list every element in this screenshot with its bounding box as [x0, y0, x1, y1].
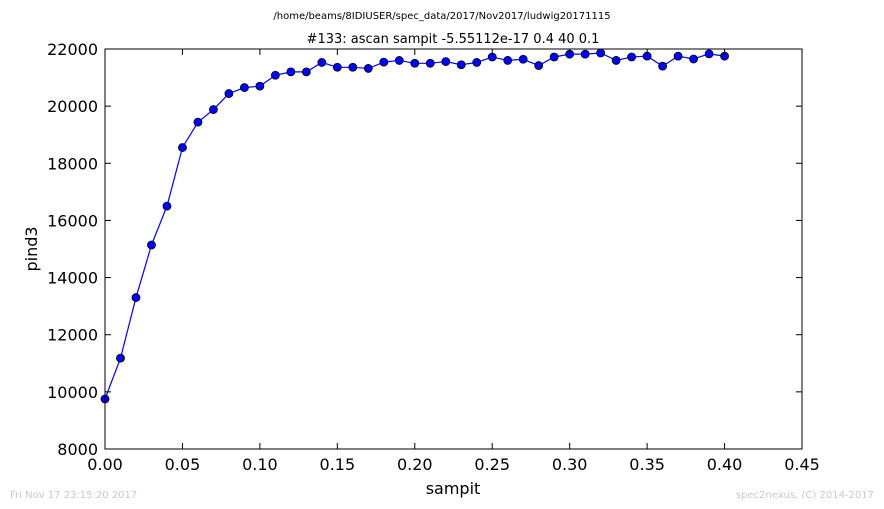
file-path-suptitle: /home/beams/8IDIUSER/spec_data/2017/Nov2… — [273, 11, 610, 22]
timestamp-footer: Fri Nov 17 23:15:20 2017 — [10, 490, 137, 501]
data-point — [317, 58, 327, 67]
data-point — [627, 52, 637, 62]
y-tick-label: 20000 — [47, 97, 98, 116]
data-point — [596, 48, 606, 58]
data-point — [239, 83, 249, 92]
x-tick-label: 0.40 — [707, 455, 743, 474]
data-point — [270, 70, 280, 80]
data-point — [658, 61, 667, 71]
data-point — [379, 57, 389, 67]
y-tick-label: 12000 — [47, 326, 98, 345]
data-point — [456, 60, 466, 70]
data-point — [286, 67, 296, 77]
y-tick-label: 22000 — [47, 40, 98, 59]
data-point — [673, 51, 683, 61]
x-tick-label: 0.05 — [165, 455, 201, 474]
copyright-footer: spec2nexus, (C) 2014-2017 — [736, 490, 874, 501]
x-axis-label: sampit — [426, 479, 481, 498]
y-tick-label: 8000 — [57, 440, 98, 459]
data-point — [441, 57, 451, 66]
data-point — [162, 201, 172, 211]
y-tick-label: 16000 — [47, 211, 98, 230]
data-point — [193, 117, 203, 127]
data-point — [394, 56, 404, 65]
data-point — [689, 54, 698, 64]
data-point — [410, 58, 420, 68]
data-point — [425, 58, 435, 68]
y-tick-label: 14000 — [47, 269, 98, 288]
data-point — [503, 56, 513, 65]
x-tick-label: 0.10 — [242, 455, 278, 474]
x-tick-label: 0.30 — [552, 455, 588, 474]
data-point — [549, 52, 559, 62]
y-tick-label: 18000 — [47, 154, 98, 173]
data-point — [301, 67, 311, 77]
data-point — [348, 62, 358, 72]
plot-frame — [104, 48, 803, 450]
data-point — [472, 58, 482, 67]
data-point — [332, 62, 342, 72]
y-axis-ticks: 8000 10000 12000 14000 16000 18000 20000 22000 — [47, 40, 802, 459]
data-point — [209, 105, 218, 114]
data-point — [178, 143, 187, 152]
data-point — [534, 61, 544, 70]
data-point — [224, 89, 234, 98]
y-axis-label: pind3 — [22, 226, 41, 271]
data-point — [580, 49, 590, 59]
x-tick-label: 0.25 — [474, 455, 510, 474]
chart-title: #133: ascan sampit -5.55112e-17 0.4 40 0… — [307, 32, 600, 47]
data-point — [255, 81, 265, 91]
data-point — [116, 353, 125, 363]
data-point — [704, 49, 714, 59]
data-point — [611, 56, 621, 65]
x-tick-label: 0.20 — [397, 455, 433, 474]
data-point — [518, 54, 528, 64]
x-tick-label: 0.45 — [784, 455, 820, 474]
series-line — [104, 52, 725, 400]
data-point — [131, 293, 141, 302]
x-tick-label: 0.00 — [87, 455, 123, 474]
x-axis-ticks: 0.00 0.05 0.10 0.15 0.20 0.25 0.30 0.35 0.40 0.45 — [87, 49, 820, 474]
y-tick-label: 10000 — [47, 383, 98, 402]
data-point — [363, 64, 373, 73]
data-point — [147, 240, 156, 250]
x-tick-label: 0.15 — [320, 455, 356, 474]
x-tick-label: 0.35 — [629, 455, 665, 474]
data-series — [100, 48, 729, 404]
